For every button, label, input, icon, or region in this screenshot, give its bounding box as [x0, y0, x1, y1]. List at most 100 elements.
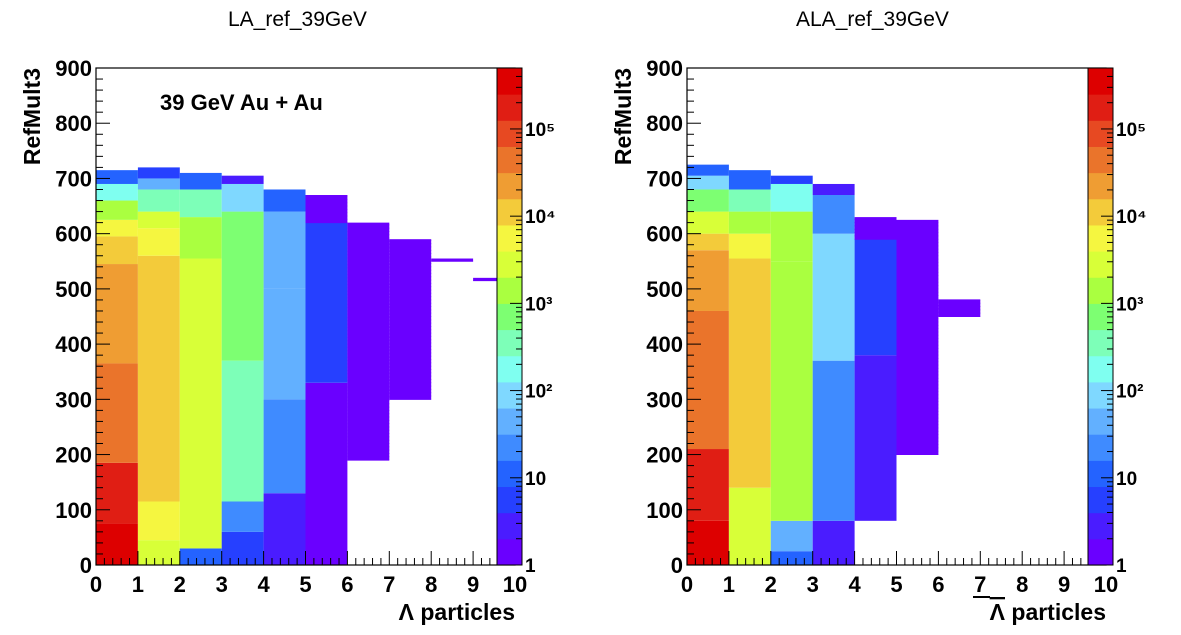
chart-title: ALA_ref_39GeV: [796, 8, 949, 31]
color-scale-label: 10⁵: [1116, 120, 1146, 141]
x-axis-label: Λ particles: [990, 599, 1106, 625]
heatmap-cell: [137, 501, 180, 541]
x-tick-label: 4: [257, 572, 270, 597]
heatmap-la: 0 1 2 3 4 5 6 7 8 9 10Λ particles01002003004005006…: [19, 56, 556, 625]
x-tick-label: 5: [299, 572, 311, 597]
heatmap-cell: [687, 449, 729, 521]
x-tick-label: 9: [467, 572, 479, 597]
color-scale-step: [497, 198, 522, 226]
heatmap-cell: [812, 195, 855, 234]
color-scale-step: [1088, 251, 1113, 278]
heatmap-cell: [179, 172, 222, 190]
y-tick-label: 800: [646, 111, 683, 136]
heatmap-cell: [137, 211, 180, 229]
color-scale-step: [497, 329, 522, 357]
heatmap-cell: [770, 175, 813, 184]
heatmap-cell: [263, 399, 306, 494]
color-scale-step: [1088, 224, 1113, 252]
heatmap-cell: [728, 189, 771, 212]
y-tick-label: 900: [55, 56, 92, 81]
heatmap-cell: [221, 360, 264, 502]
y-tick-label: 400: [55, 332, 92, 357]
color-scale-label: 10²: [525, 382, 552, 403]
color-scale-step: [1088, 146, 1113, 174]
heatmap-cell: [137, 540, 180, 565]
color-scale-label: 1: [1116, 556, 1127, 577]
heatmap-cell: [137, 167, 180, 179]
sparse-bin-lines: [854, 218, 897, 240]
heatmap-cell: [854, 355, 897, 521]
x-tick-label: 10: [503, 572, 527, 597]
x-tick-label: 6: [932, 572, 944, 597]
color-scale-step: [497, 460, 522, 488]
y-tick-label: 900: [646, 56, 683, 81]
x-tick-label: 2: [765, 572, 777, 597]
heatmap-cell: [96, 236, 138, 265]
color-scale-label: 10⁴: [525, 207, 556, 228]
y-tick-label: 300: [55, 387, 92, 412]
heatmap-cell: [431, 258, 474, 262]
heatmap-cell: [770, 211, 813, 262]
heatmap-cell: [812, 360, 855, 521]
y-axis-label: RefMult3: [610, 68, 636, 165]
heatmap-cell: [221, 531, 264, 565]
x-tick-label: 5: [890, 572, 902, 597]
color-scale-step: [1088, 120, 1113, 147]
color-scale-step: [497, 94, 522, 121]
color-scale-step: [497, 277, 522, 304]
y-tick-label: 500: [646, 277, 683, 302]
color-scale: 1 10 10² 10³ 10⁴ 10⁵: [1087, 67, 1147, 577]
x-tick-label: 3: [807, 572, 819, 597]
color-scale-step: [1088, 68, 1113, 95]
y-tick-label: 0: [80, 553, 92, 578]
heatmap-cell: [938, 299, 981, 317]
heatmap-cell: [687, 175, 729, 190]
heatmap-cell: [221, 501, 264, 532]
heatmap-cell: [305, 222, 348, 383]
color-scale-step: [1088, 172, 1113, 200]
heatmap-cell: [263, 493, 306, 565]
heatmap-cell: [179, 258, 222, 549]
color-scale-step: [1088, 277, 1113, 304]
color-scale-step: [1088, 460, 1113, 488]
heatmap-cell: [137, 255, 180, 502]
color-scale-label: 10⁵: [525, 120, 555, 141]
heatmap-cell: [96, 363, 138, 463]
heatmap-cell: [687, 310, 729, 450]
x-tick-label: 10: [1094, 572, 1118, 597]
x-tick-label: 8: [425, 572, 437, 597]
heatmap-cell: [896, 219, 939, 455]
heatmap-cell: [687, 164, 729, 176]
heatmap-cell: [137, 228, 180, 256]
y-tick-label: 100: [646, 498, 683, 523]
color-scale-step: [497, 146, 522, 174]
color-scale-step: [1088, 408, 1113, 435]
y-tick-label: 200: [55, 443, 92, 468]
heatmap-cell: [305, 382, 348, 565]
heatmap-cell: [687, 211, 729, 234]
color-scale-step: [1088, 355, 1113, 383]
heatmap-cell: [96, 462, 138, 524]
heatmap-cell: [854, 239, 897, 356]
heatmap-cell: [473, 277, 515, 281]
y-tick-label: 600: [646, 222, 683, 247]
heatmap-cell: [812, 233, 855, 361]
x-axis-label-symbol: Λ: [990, 599, 1006, 625]
plot-area: [96, 167, 515, 565]
heatmap-cell: [728, 233, 771, 259]
heatmap-cell: [137, 178, 180, 190]
color-scale: 1 10 10² 10³ 10⁴ 10⁵: [496, 67, 556, 577]
sparse-bin-lines: [305, 195, 348, 224]
sparse-bin-lines: [347, 224, 390, 461]
heatmap-cell: [728, 487, 771, 565]
heatmap-cell: [728, 211, 771, 234]
heatmap-cell: [179, 189, 222, 218]
y-tick-label: 600: [55, 222, 92, 247]
heatmap-cell: [770, 261, 813, 521]
color-scale-step: [497, 355, 522, 383]
heatmap-cell: [770, 551, 813, 565]
color-scale-step: [497, 434, 522, 461]
heatmap-cell: [137, 189, 180, 212]
heatmap-cell: [263, 288, 306, 400]
heatmap-cell: [770, 183, 813, 212]
